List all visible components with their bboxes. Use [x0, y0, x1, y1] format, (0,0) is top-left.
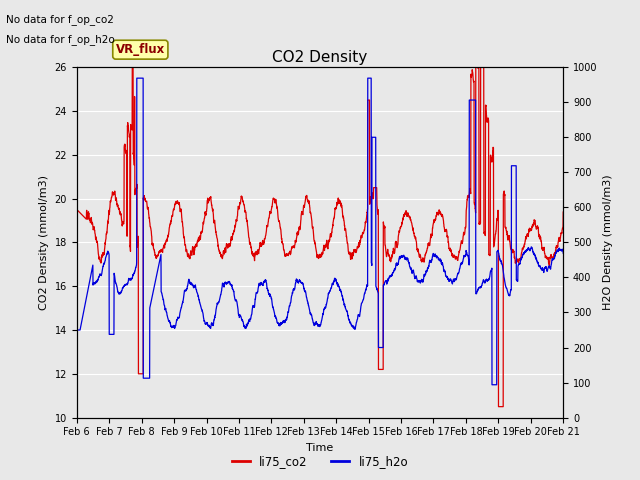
li75_h2o — [559, 250, 567, 256]
li75_h2o — [260, 279, 268, 285]
li75_h2o — [129, 276, 136, 281]
li75_h2o — [157, 289, 165, 295]
li75_h2o — [133, 75, 141, 81]
li75_h2o — [488, 382, 496, 388]
li75_co2 — [157, 248, 165, 254]
li75_h2o — [498, 260, 506, 265]
li75_co2 — [129, 64, 136, 70]
li75_co2 — [495, 404, 502, 409]
Line: li75_h2o: li75_h2o — [77, 78, 563, 385]
Legend: li75_co2, li75_h2o: li75_co2, li75_h2o — [227, 451, 413, 473]
Text: No data for f_op_co2: No data for f_op_co2 — [6, 14, 115, 25]
li75_h2o — [73, 327, 81, 333]
li75_co2 — [550, 253, 558, 259]
li75_co2 — [73, 207, 81, 213]
Y-axis label: H2O Density (mmol/m3): H2O Density (mmol/m3) — [603, 175, 613, 310]
Title: CO2 Density: CO2 Density — [273, 49, 367, 65]
li75_h2o — [550, 255, 558, 261]
li75_co2 — [281, 251, 289, 257]
li75_co2 — [260, 241, 268, 247]
li75_h2o — [281, 319, 289, 324]
X-axis label: Time: Time — [307, 443, 333, 453]
li75_co2 — [498, 404, 506, 409]
Text: No data for f_op_h2o: No data for f_op_h2o — [6, 34, 115, 45]
Y-axis label: CO2 Density (mmol/m3): CO2 Density (mmol/m3) — [39, 175, 49, 310]
li75_co2 — [129, 64, 136, 70]
li75_co2 — [559, 209, 567, 215]
Text: VR_flux: VR_flux — [116, 43, 165, 56]
Line: li75_co2: li75_co2 — [77, 67, 563, 407]
